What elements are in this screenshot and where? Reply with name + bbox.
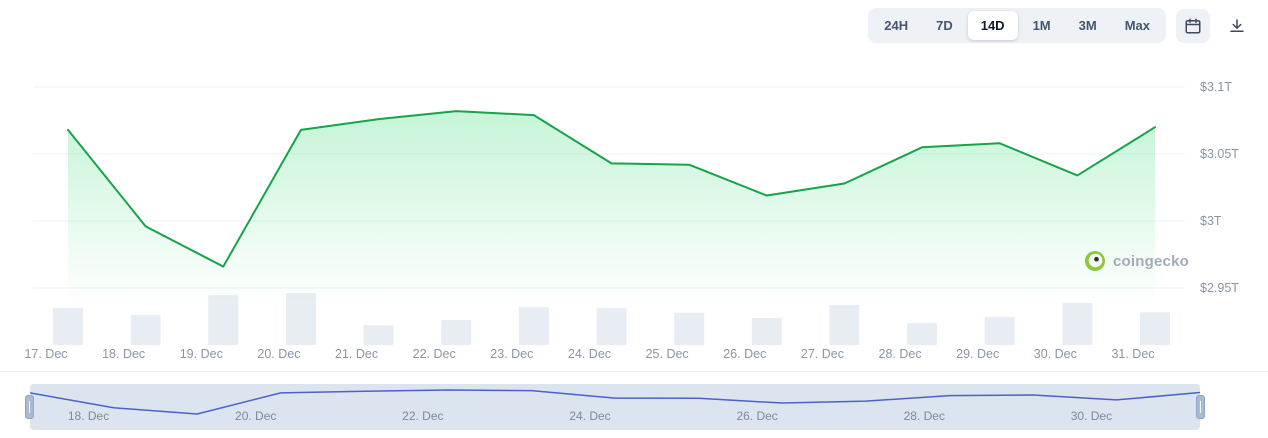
watermark: coingecko bbox=[1084, 250, 1189, 272]
x-axis-label: 21. Dec bbox=[335, 347, 379, 361]
x-axis-label: 25. Dec bbox=[645, 347, 689, 361]
calendar-icon bbox=[1185, 18, 1201, 33]
x-axis-label: 18. Dec bbox=[102, 347, 146, 361]
volume-bar bbox=[208, 295, 239, 345]
navigator-date-label: 18. Dec bbox=[67, 409, 110, 423]
range-24h-button[interactable]: 24H bbox=[871, 11, 921, 40]
x-axis-label: 29. Dec bbox=[956, 347, 1000, 361]
x-axis-label: 22. Dec bbox=[412, 347, 456, 361]
volume-bar bbox=[518, 307, 549, 345]
navigator-date-label: 20. Dec bbox=[235, 409, 277, 423]
volume-bar bbox=[674, 312, 705, 345]
navigator-right-handle[interactable] bbox=[1196, 395, 1205, 419]
y-axis-label: $3.05T bbox=[1200, 147, 1239, 161]
price-chart[interactable] bbox=[0, 0, 1268, 372]
download-button[interactable] bbox=[1220, 9, 1254, 43]
area-fill bbox=[68, 111, 1155, 306]
y-axis-label: $3.1T bbox=[1200, 80, 1232, 94]
download-icon bbox=[1230, 18, 1244, 32]
navigator-date-label: 24. Dec bbox=[569, 409, 611, 423]
volume-bar bbox=[53, 308, 83, 345]
x-axis-label: 23. Dec bbox=[490, 347, 534, 361]
range-3m-button[interactable]: 3M bbox=[1066, 11, 1110, 40]
volume-bar bbox=[285, 293, 316, 345]
x-axis-label: 28. Dec bbox=[878, 347, 922, 361]
navigator-left-handle[interactable] bbox=[25, 395, 34, 419]
range-1m-button[interactable]: 1M bbox=[1020, 11, 1064, 40]
volume-bar bbox=[829, 304, 860, 345]
coingecko-logo-icon bbox=[1085, 251, 1105, 271]
range-7d-button[interactable]: 7D bbox=[923, 11, 966, 40]
chart-navigator-divider bbox=[0, 371, 1268, 372]
x-axis-label: 26. Dec bbox=[723, 347, 767, 361]
volume-bar bbox=[441, 320, 472, 345]
range-14d-button[interactable]: 14D bbox=[967, 11, 1018, 40]
y-axis-label: $3T bbox=[1200, 214, 1222, 228]
volume-bar bbox=[130, 314, 161, 345]
x-axis-label: 27. Dec bbox=[800, 347, 844, 361]
price-line bbox=[67, 110, 1156, 268]
x-axis-label: 17. Dec bbox=[24, 347, 68, 361]
volume-bar bbox=[1140, 312, 1170, 345]
calendar-button[interactable] bbox=[1176, 8, 1210, 43]
volume-bar bbox=[1062, 302, 1093, 345]
range-max-button[interactable]: Max bbox=[1112, 11, 1163, 40]
volume-bar bbox=[907, 323, 938, 345]
x-axis-label: 31. Dec bbox=[1111, 347, 1155, 361]
y-axis-label: $2.95T bbox=[1200, 281, 1239, 295]
range-toolbar: 24H 7D 14D 1M 3M Max bbox=[868, 8, 1254, 43]
x-axis-label: 20. Dec bbox=[257, 347, 301, 361]
volume-bar bbox=[596, 308, 627, 345]
navigator-date-label: 26. Dec bbox=[736, 409, 778, 423]
range-selector: 24H 7D 14D 1M 3M Max bbox=[868, 8, 1166, 43]
x-axis-label: 19. Dec bbox=[179, 347, 223, 361]
navigator[interactable]: 18. Dec 20. Dec 22. Dec 24. Dec 26. Dec 28. D… bbox=[25, 384, 1205, 430]
volume-bar bbox=[984, 316, 1015, 345]
navigator-date-label: 28. Dec bbox=[903, 409, 945, 423]
navigator-date-label: 30. Dec bbox=[1070, 409, 1113, 423]
x-axis-label: 30. Dec bbox=[1033, 347, 1077, 361]
navigator-line bbox=[30, 389, 1200, 415]
volume-bar bbox=[751, 317, 782, 345]
watermark-text: coingecko bbox=[1113, 252, 1189, 270]
x-axis-label: 24. Dec bbox=[567, 347, 612, 361]
volume-bar bbox=[363, 325, 394, 345]
navigator-date-label: 22. Dec bbox=[402, 409, 444, 423]
